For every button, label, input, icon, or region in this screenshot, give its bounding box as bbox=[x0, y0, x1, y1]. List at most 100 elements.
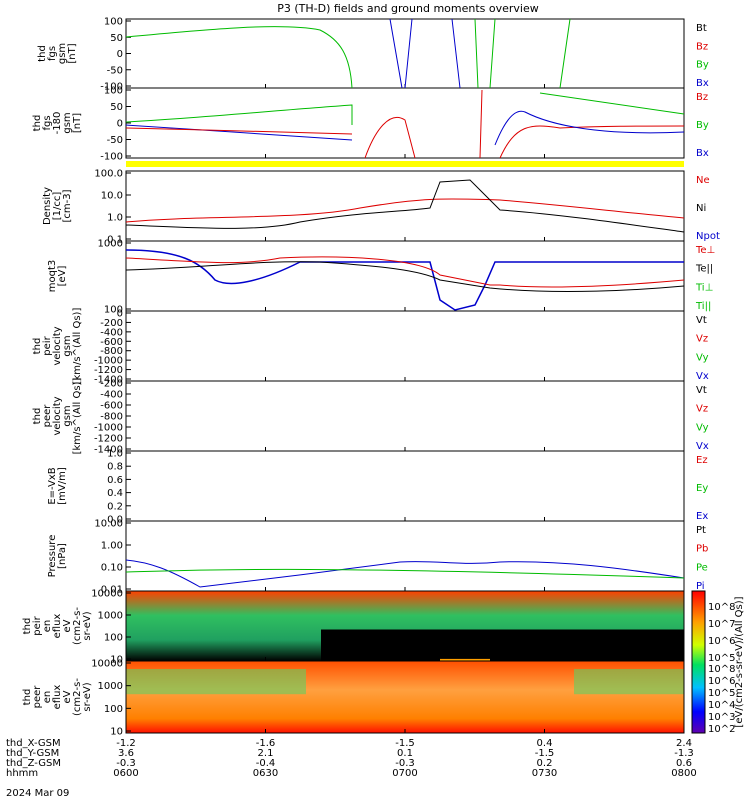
ylabel-peer_en: (cm2-s- bbox=[72, 678, 83, 716]
legend-pressure: Pe bbox=[696, 562, 708, 573]
ytick-label-peer_vel: -800 bbox=[100, 412, 123, 423]
ylabel-pressure: [nPa] bbox=[57, 543, 68, 569]
orbit-row-label: thd_Z-GSM bbox=[6, 758, 61, 769]
colorbar-tick-top: 10^6 bbox=[708, 636, 735, 647]
ylabel-peir_vel: thd bbox=[32, 338, 43, 355]
legend-density: Npot bbox=[696, 231, 720, 242]
orbit-row-label: hhmm bbox=[6, 768, 38, 779]
orbit-value: 0.4 bbox=[537, 738, 553, 749]
ylabel-peir_en: thd bbox=[22, 618, 33, 635]
colorbar-tick-bottom: 10^2 bbox=[708, 724, 735, 735]
spectrogram-peir-dark bbox=[321, 629, 684, 661]
ytick-label-peer_vel: -600 bbox=[100, 401, 123, 412]
trace-density-ni bbox=[125, 179, 685, 233]
legend-peer_vel: Vt bbox=[696, 385, 707, 396]
ytick-label-fgs_dsl: 100 bbox=[104, 86, 123, 97]
trace-fgs2-by2 bbox=[539, 92, 685, 115]
ylabel-pressure: Pressure bbox=[47, 535, 58, 578]
ytick-label-peir_vel: -1000 bbox=[94, 356, 123, 367]
legend-temp: Ti⊥ bbox=[695, 282, 713, 293]
ytick-label-peer_en: 100 bbox=[104, 704, 123, 715]
ylabel-fgs: gsm bbox=[57, 43, 68, 64]
legend-temp: Te|| bbox=[695, 264, 713, 275]
ylabel-fgs_dsl: thd bbox=[32, 115, 43, 132]
legend-pressure: Pi bbox=[696, 581, 705, 592]
panel-frame-pressure bbox=[125, 520, 685, 592]
orbit-value: 3.6 bbox=[118, 748, 134, 759]
legend-temp: Te⊥ bbox=[695, 245, 715, 256]
ytick-label-peir_vel: -200 bbox=[100, 318, 123, 329]
ytick-label-peer_en: 10 bbox=[110, 727, 123, 738]
legend-fgs_dsl: Bz bbox=[696, 92, 708, 103]
ytick-label-density: 1.0 bbox=[107, 213, 123, 224]
trace-fgs-by bbox=[125, 26, 353, 89]
trace-fgs2-by bbox=[125, 104, 353, 125]
ylabel-peir_vel: [km/s^(All Qs)] bbox=[72, 308, 83, 385]
ylabel-peir_en: (cm2-s- bbox=[72, 607, 83, 645]
legend-peir_vel: Vx bbox=[696, 371, 709, 382]
ytick-label-efield: 0.8 bbox=[107, 462, 123, 473]
orbit-value: -1.6 bbox=[256, 738, 276, 749]
orbit-value: 0.1 bbox=[397, 748, 413, 759]
ytick-label-fgs_dsl: 50 bbox=[110, 102, 123, 113]
ylabel-peir_en: sr-eV) bbox=[82, 611, 93, 640]
legend-fgs: Bt bbox=[696, 23, 707, 34]
ylabel-fgs_dsl: gsm bbox=[62, 112, 73, 133]
ytick-label-peer_en: 1000 bbox=[98, 681, 123, 692]
legend-peer_vel: Vx bbox=[696, 441, 709, 452]
ytick-label-density: 100.0 bbox=[94, 169, 123, 180]
orbit-value: 0.6 bbox=[676, 758, 692, 769]
ytick-label-temp: 100 bbox=[104, 305, 123, 316]
ytick-label-efield: 0.4 bbox=[107, 488, 123, 499]
legend-peir_vel: Vz bbox=[696, 334, 708, 345]
ylabel-peer_vel: gsm bbox=[62, 405, 73, 426]
orbit-value: 0.2 bbox=[537, 758, 553, 769]
ylabel-peir_vel: gsm bbox=[62, 335, 73, 356]
panel-frame-density bbox=[125, 170, 685, 242]
panel-frame-temp bbox=[125, 240, 685, 312]
ylabel-peer_en: eflux bbox=[52, 685, 63, 710]
ylabel-peer_en: eV bbox=[62, 690, 73, 703]
ytick-label-temp: 1000 bbox=[98, 239, 123, 250]
ylabel-peer_en: peer bbox=[32, 685, 43, 709]
ylabel-fgs: [nT] bbox=[67, 43, 78, 63]
ytick-label-fgs: 0 bbox=[117, 49, 123, 60]
ylabel-fgs_dsl: [nT] bbox=[72, 113, 83, 133]
orbit-value: 0630 bbox=[253, 768, 278, 779]
ylabel-peer_vel: velocity bbox=[52, 396, 63, 435]
ytick-label-peir_en: 100 bbox=[104, 633, 123, 644]
orbit-row-label: thd_X-GSM bbox=[6, 738, 61, 749]
ylabel-density: [cm-3] bbox=[62, 189, 73, 222]
ytick-label-peir_vel: -600 bbox=[100, 337, 123, 348]
legend-density: Ne bbox=[696, 175, 710, 186]
colorbar-label: [eV/(cm2-s-sr-eV)/(All Qs)] bbox=[734, 596, 745, 727]
ylabel-density: Density bbox=[42, 187, 53, 225]
ylabel-density: [1/cc] bbox=[52, 192, 63, 221]
ytick-label-efield: 0.0 bbox=[107, 515, 123, 526]
ytick-label-peir_en: 10000 bbox=[91, 589, 123, 600]
ytick-label-density: 0.1 bbox=[107, 235, 123, 246]
legend-temp: Ti|| bbox=[695, 301, 711, 312]
ylabel-temp: [eV] bbox=[57, 266, 68, 287]
colorbar-tick-bottom: 10^4 bbox=[708, 700, 735, 711]
ytick-label-fgs_dsl: -50 bbox=[107, 135, 123, 146]
ytick-label-efield: 0.6 bbox=[107, 475, 123, 486]
orbit-value: -0.3 bbox=[116, 758, 136, 769]
ytick-label-peir_vel: -1200 bbox=[94, 365, 123, 376]
ylabel-peer_en: en bbox=[42, 691, 53, 704]
ytick-label-fgs: 50 bbox=[110, 33, 123, 44]
panel-frame-fgs_dsl bbox=[125, 87, 685, 159]
legend-fgs_dsl: By bbox=[696, 120, 709, 131]
ytick-label-peer_vel: -1400 bbox=[94, 445, 123, 456]
ytick-label-peir_en: 10 bbox=[110, 655, 123, 666]
ytick-label-peer_en: 10000 bbox=[91, 659, 123, 670]
ylabel-peer_en: thd bbox=[22, 689, 33, 706]
ytick-label-pressure: 10.00 bbox=[94, 519, 123, 530]
legend-fgs_dsl: Bx bbox=[696, 148, 709, 159]
colorbar-tick-bottom: 10^8 bbox=[708, 664, 735, 675]
ytick-label-efield: 0.2 bbox=[107, 501, 123, 512]
panel-frame-peer_vel bbox=[125, 380, 685, 452]
legend-pressure: Pb bbox=[696, 544, 708, 555]
